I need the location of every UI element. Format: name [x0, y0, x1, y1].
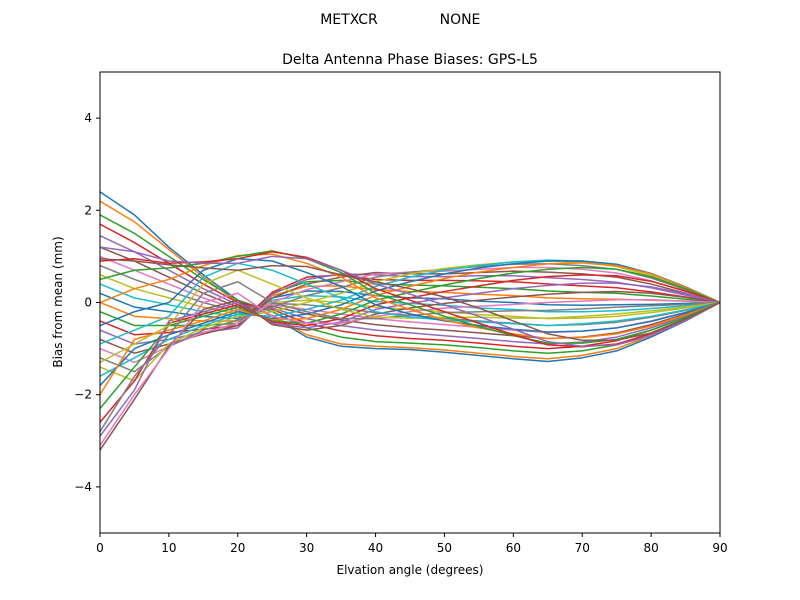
series-line-30: [100, 262, 720, 345]
series-line-5: [100, 234, 720, 345]
series-line-27: [100, 292, 720, 446]
x-tick-label: 50: [437, 541, 452, 555]
plot-area: [100, 191, 720, 451]
series-line-24: [100, 274, 720, 423]
figure-suptitle-left: METXCR: [320, 12, 378, 28]
x-tick-label: 40: [368, 541, 383, 555]
y-tick-label: −2: [74, 388, 92, 402]
chart-title: Delta Antenna Phase Biases: GPS-L5: [282, 52, 538, 68]
series-line-14: [100, 274, 720, 336]
y-tick-label: 2: [84, 203, 92, 217]
series-line-19: [100, 260, 720, 382]
x-tick-label: 10: [161, 541, 176, 555]
x-tick-label: 70: [575, 541, 590, 555]
series-line-34: [100, 251, 720, 348]
series-line-1: [100, 191, 720, 363]
x-axis: 0 10 20 30 40 50 60 70 80 90: [96, 533, 728, 555]
series-line-35: [100, 246, 720, 348]
series-line-22: [100, 262, 720, 396]
series-line-26: [100, 290, 720, 451]
x-tick-label: 0: [96, 541, 104, 555]
y-tick-label: −4: [74, 480, 92, 494]
x-tick-label: 90: [712, 541, 727, 555]
series-line-36: [100, 257, 720, 342]
y-axis-label: Bias from mean (mm): [51, 236, 65, 367]
y-tick-label: 4: [84, 111, 92, 125]
y-axis: −4 −2 0 2 4: [74, 111, 100, 494]
series-layer: [100, 191, 720, 451]
figure-suptitle-right: NONE: [440, 12, 481, 28]
x-axis-label: Elvation angle (degrees): [337, 563, 484, 577]
series-line-28: [100, 281, 720, 432]
x-tick-label: 20: [230, 541, 245, 555]
series-line-31: [100, 257, 720, 333]
series-line-25: [100, 282, 720, 437]
x-tick-label: 80: [643, 541, 658, 555]
x-tick-label: 60: [506, 541, 521, 555]
series-line-29: [100, 269, 720, 364]
series-line-21: [100, 260, 720, 386]
series-line-23: [100, 266, 720, 410]
y-tick-label: 0: [84, 296, 92, 310]
x-tick-label: 30: [299, 541, 314, 555]
series-line-32: [100, 253, 720, 340]
